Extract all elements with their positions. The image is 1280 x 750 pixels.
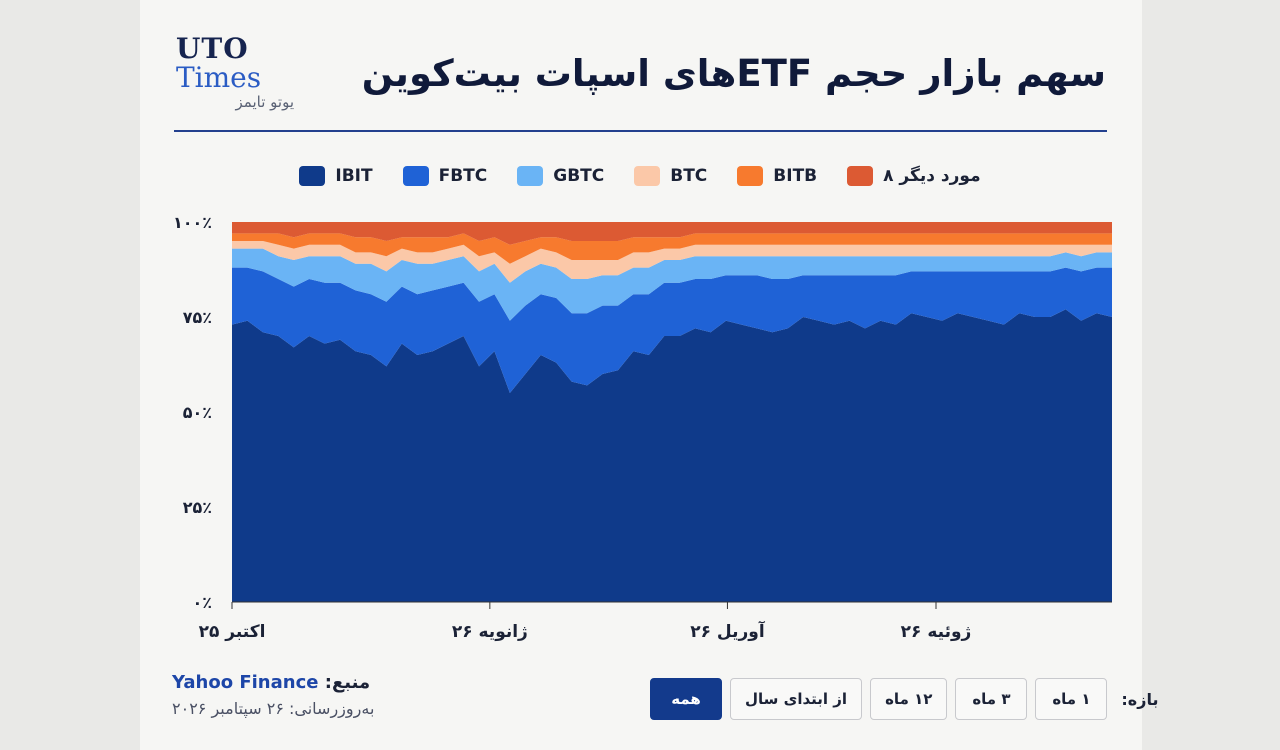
legend-swatch xyxy=(847,166,874,186)
legend-swatch xyxy=(402,166,429,186)
legend-label: ۸ مورد دیگر xyxy=(883,166,981,186)
brand-fa: یوتو تایمز xyxy=(235,93,294,111)
brand-line1: UTO xyxy=(176,32,249,65)
legend-item: FBTC xyxy=(402,166,488,186)
y-tick-label: ۰٪ xyxy=(192,593,212,612)
y-tick-label: ۲۵٪ xyxy=(183,498,212,517)
legend-item: ۸ مورد دیگر xyxy=(847,166,981,186)
range-button[interactable]: همه xyxy=(650,678,722,720)
series-area-btc xyxy=(232,241,1112,283)
range-selector: بازه: ۱ ماه ۳ ماه ۱۲ ماه از ابتدای سال همه xyxy=(650,678,1158,720)
legend-item: IBIT xyxy=(299,166,373,186)
series-area-۸-مورد-دیگر xyxy=(232,222,1112,245)
legend-item: BTC xyxy=(634,166,707,186)
stacked-area-chart: ۰٪ ۲۵٪ ۵۰٪ ۷۵٪ ۱۰۰٪ اکتبر ۲۵ ژانویه ۲۶ آوریل ۲۶… xyxy=(173,213,1112,642)
page-title: سهم بازار حجم ETFهای اسپات بیت‌کوین xyxy=(361,52,1106,95)
legend-label: BITB xyxy=(773,166,818,186)
title-divider xyxy=(174,130,1107,132)
legend-swatch xyxy=(517,166,544,186)
x-tick-label: اکتبر ۲۵ xyxy=(199,622,266,642)
legend-item: BITB xyxy=(737,166,817,186)
series-area-bitb xyxy=(232,233,1112,264)
range-button[interactable]: ۱ ماه xyxy=(1035,678,1108,720)
legend-label: GBTC xyxy=(553,166,605,186)
series-area-fbtc xyxy=(232,267,1112,393)
brand-logo: UTO Times یوتو تایمز xyxy=(176,34,306,112)
brand-line2: Times xyxy=(176,61,262,94)
range-label: بازه: xyxy=(1121,689,1159,709)
source-name: Yahoo Finance xyxy=(172,672,319,693)
legend-item: GBTC xyxy=(517,166,604,186)
legend-label: IBIT xyxy=(335,166,373,186)
legend-label: FBTC xyxy=(438,166,488,186)
legend-swatch xyxy=(737,166,764,186)
legend-label: BTC xyxy=(670,166,708,186)
legend-swatch xyxy=(299,166,326,186)
x-tick-label: ژوئیه ۲۶ xyxy=(901,622,972,642)
range-button[interactable]: از ابتدای سال xyxy=(730,678,863,720)
source-block: منبع: Yahoo Finance به‌روزرسانی: ۲۶ سپتا… xyxy=(172,672,472,718)
chart-legend: IBIT FBTC GBTC BTC BITB ۸ مورد دیگر xyxy=(0,162,1280,190)
range-button[interactable]: ۱۲ ماه xyxy=(870,678,948,720)
x-tick-label: آوریل ۲۶ xyxy=(690,620,766,642)
source-label: منبع: xyxy=(324,672,371,693)
legend-swatch xyxy=(634,166,661,186)
range-button[interactable]: ۳ ماه xyxy=(955,678,1028,720)
y-tick-label: ۵۰٪ xyxy=(183,403,212,422)
updated-date: به‌روزرسانی: ۲۶ سپتامبر ۲۰۲۶ xyxy=(172,699,375,718)
source-line: منبع: Yahoo Finance xyxy=(172,672,472,693)
y-tick-label: ۷۵٪ xyxy=(183,308,212,327)
y-tick-label: ۱۰۰٪ xyxy=(173,213,212,232)
series-area-ibit xyxy=(232,309,1112,602)
series-area-gbtc xyxy=(232,248,1112,321)
x-tick-label: ژانویه ۲۶ xyxy=(452,622,528,642)
